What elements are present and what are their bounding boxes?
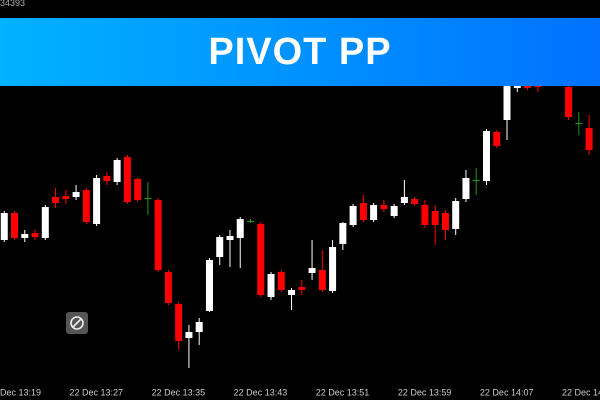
candle-body (226, 236, 234, 240)
candle-body (267, 274, 275, 297)
hide-icon (70, 316, 84, 330)
x-tick-label: 22 Dec 13:19 (0, 387, 41, 397)
candle-body (175, 304, 183, 341)
x-tick-label: 22 Dec 13:35 (152, 387, 206, 397)
candle-body (585, 128, 593, 150)
candle-body (216, 237, 224, 257)
candle-body (380, 205, 388, 209)
candle-body (298, 287, 306, 290)
candle-body (72, 192, 80, 197)
candle-body (411, 199, 419, 204)
candle-body (524, 85, 532, 88)
x-tick-label: 22 Dec 13:43 (234, 387, 288, 397)
x-tick-label: 22 Dec 14:07 (480, 387, 534, 397)
candle-body (400, 197, 408, 203)
candle-body (82, 190, 90, 222)
candle-body (441, 213, 449, 230)
candle-body (21, 234, 29, 238)
candle-body (154, 200, 162, 270)
candle-body (236, 219, 244, 238)
candle-body (390, 206, 398, 216)
candle-body (308, 268, 316, 273)
candle-body (503, 86, 511, 120)
banner: PIVOT PP (0, 18, 600, 86)
candle-body (195, 322, 203, 332)
candle-body (41, 207, 49, 238)
candle-body (62, 196, 70, 199)
candle-body (144, 198, 152, 199)
x-tick-label: 22 Dec 13:51 (316, 387, 370, 397)
candle-body (349, 206, 357, 225)
candle-body (565, 87, 573, 117)
candle-body (93, 178, 101, 224)
candle-body (472, 180, 480, 181)
candle-body (11, 213, 19, 238)
candle-body (452, 201, 460, 229)
banner-title: PIVOT PP (208, 30, 392, 73)
x-tick-label: 22 Dec 13:27 (70, 387, 124, 397)
candle-body (247, 221, 254, 222)
candle-body (123, 157, 131, 202)
candle-body (359, 203, 367, 220)
candle-body (329, 247, 337, 291)
x-tick-label: 22 Dec 14:15 (562, 387, 600, 397)
symbol-id: 34393 (0, 0, 26, 8)
candle-body (421, 205, 429, 225)
candle-body (103, 176, 111, 181)
candle-body (0, 213, 8, 240)
candle-body (339, 223, 347, 244)
candle-body (462, 178, 470, 199)
candle-body (257, 224, 265, 295)
candle-body (52, 197, 60, 203)
candle-body (370, 205, 378, 220)
candle-body (482, 131, 490, 181)
hide-button[interactable] (66, 312, 88, 334)
candle-body (431, 211, 439, 225)
candle-body (493, 132, 501, 146)
candle-body (277, 272, 285, 290)
candle-body (288, 290, 296, 295)
candle-body (31, 233, 39, 237)
candle-body (318, 270, 326, 290)
candle-body (575, 123, 583, 124)
candle-body (134, 179, 142, 200)
candle-body (534, 85, 542, 87)
candle-body (113, 160, 121, 182)
x-tick-label: 22 Dec 13:59 (398, 387, 452, 397)
candle-body (205, 260, 213, 311)
candle-body (164, 272, 172, 303)
candle-body (185, 332, 193, 338)
